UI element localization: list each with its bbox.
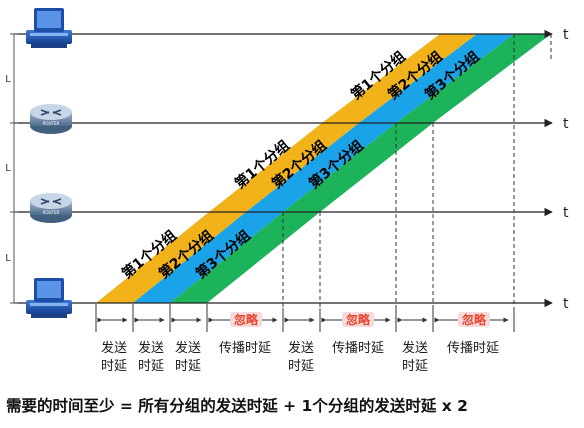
axis-label-t: t [563,27,569,43]
axis-label-t: t [563,296,569,312]
packet-1-hop3 [322,34,477,123]
ignore-label: 忽略 [346,312,371,327]
formula-text: 需要的时间至少 = 所有分组的发送时延 + 1个分组的发送时延 x 2 [6,396,468,415]
packet-2-hop3 [359,34,514,123]
send-delay-label-line1: 发送 [288,340,314,356]
send-delay-label-line1: 发送 [138,340,164,356]
distance-label-L: L [5,253,11,264]
send-delay-label-line2: 时延 [101,359,127,374]
propagation-delay-label: 传播时延 [447,341,499,356]
send-delay-label-line2: 时延 [138,359,164,374]
axis-labels: t t t t [563,27,569,312]
propagation-delay-label: 传播时延 [219,341,271,356]
delay-labels: 发送 时延 发送 时延 发送 时延 传播时延 发送 时延 传播时延 发送 时延 … [101,340,499,374]
router-1-icon: ROUTER [30,193,72,223]
send-delay-label-line2: 时延 [402,359,428,374]
send-delay-label-line1: 发送 [402,340,428,356]
ignore-label: 忽略 [234,312,259,327]
router-caption: ROUTER [43,210,60,215]
packet-3-hop3 [396,34,551,123]
ignore-badge [342,312,374,327]
axis-label-t: t [563,205,569,221]
ignore-badges: 忽略 忽略 忽略 [230,312,490,327]
ignore-badge [230,312,262,327]
distance-label-L: L [5,163,11,174]
router-2-icon: ROUTER [30,104,72,134]
axis-label-t: t [563,116,569,132]
ignore-badge [458,312,490,327]
interval-bar [95,304,515,332]
packet-1-hop2 [209,123,359,212]
ignore-label: 忽略 [462,312,487,327]
router-caption: ROUTER [43,121,60,126]
packet-2-hop1 [133,212,283,303]
distance-markers: L L L [5,33,18,304]
receiver-computer-icon [26,8,72,48]
sender-computer-icon [26,278,72,318]
send-delay-label-line2: 时延 [288,359,314,374]
packet-1-hop1 [96,212,246,303]
propagation-delay-label: 传播时延 [332,341,384,356]
packet-2-hop2 [246,123,396,212]
dashed-guides [282,34,552,308]
send-delay-label-line2: 时延 [175,359,201,374]
send-delay-label-line1: 发送 [101,340,127,356]
send-delay-label-line1: 发送 [175,340,201,356]
distance-label-L: L [5,74,11,85]
